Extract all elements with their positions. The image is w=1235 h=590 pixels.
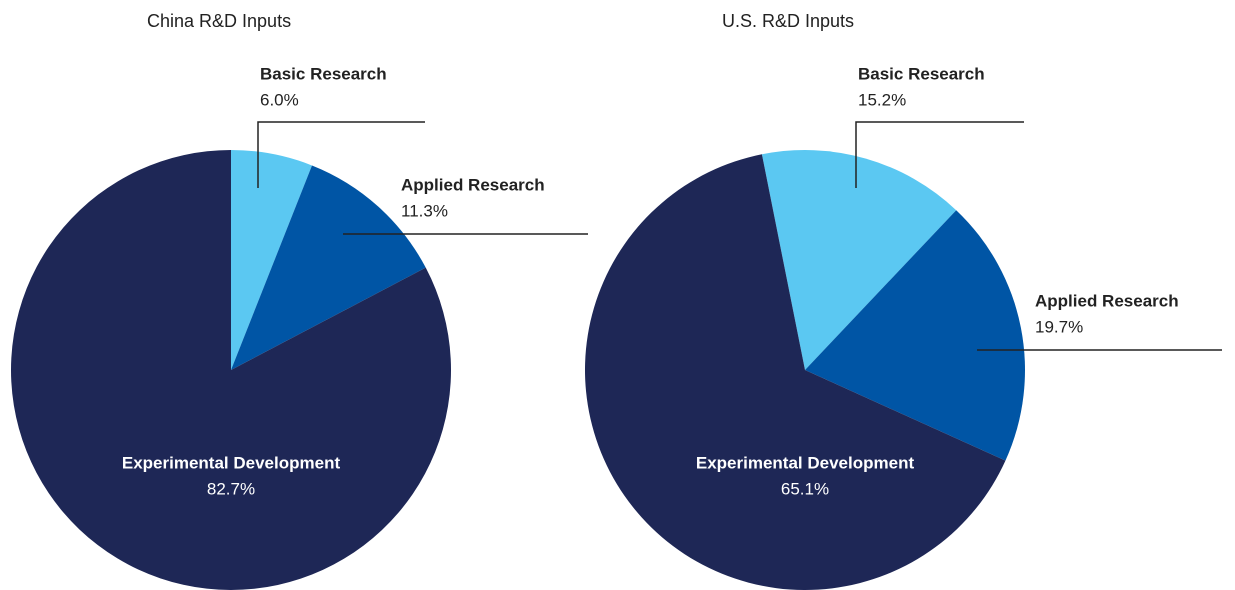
slice-value: 19.7% (1035, 317, 1083, 336)
leader-line (257, 121, 425, 188)
leader-line (855, 121, 1024, 188)
slice-label: Basic Research (260, 64, 387, 83)
slice-label: Experimental Development (122, 453, 341, 472)
slice-label: Experimental Development (696, 453, 915, 472)
pie-slice (231, 150, 312, 370)
pie-slice (761, 150, 957, 370)
slice-value: 11.3% (401, 201, 448, 220)
slice-value: 6.0% (260, 90, 299, 109)
slice-label: Basic Research (858, 64, 985, 83)
pie-slice (805, 210, 1025, 461)
pie-slice (11, 150, 451, 590)
chart-title: U.S. R&D Inputs (722, 11, 854, 31)
chart-title: China R&D Inputs (147, 11, 291, 31)
slice-value: 65.1% (781, 479, 829, 498)
pie-slice (584, 154, 1006, 590)
slice-label: Applied Research (401, 175, 545, 194)
pie-slice (231, 165, 426, 370)
slice-label: Applied Research (1035, 291, 1179, 310)
slice-value: 82.7% (207, 479, 255, 498)
slice-value: 15.2% (858, 90, 906, 109)
